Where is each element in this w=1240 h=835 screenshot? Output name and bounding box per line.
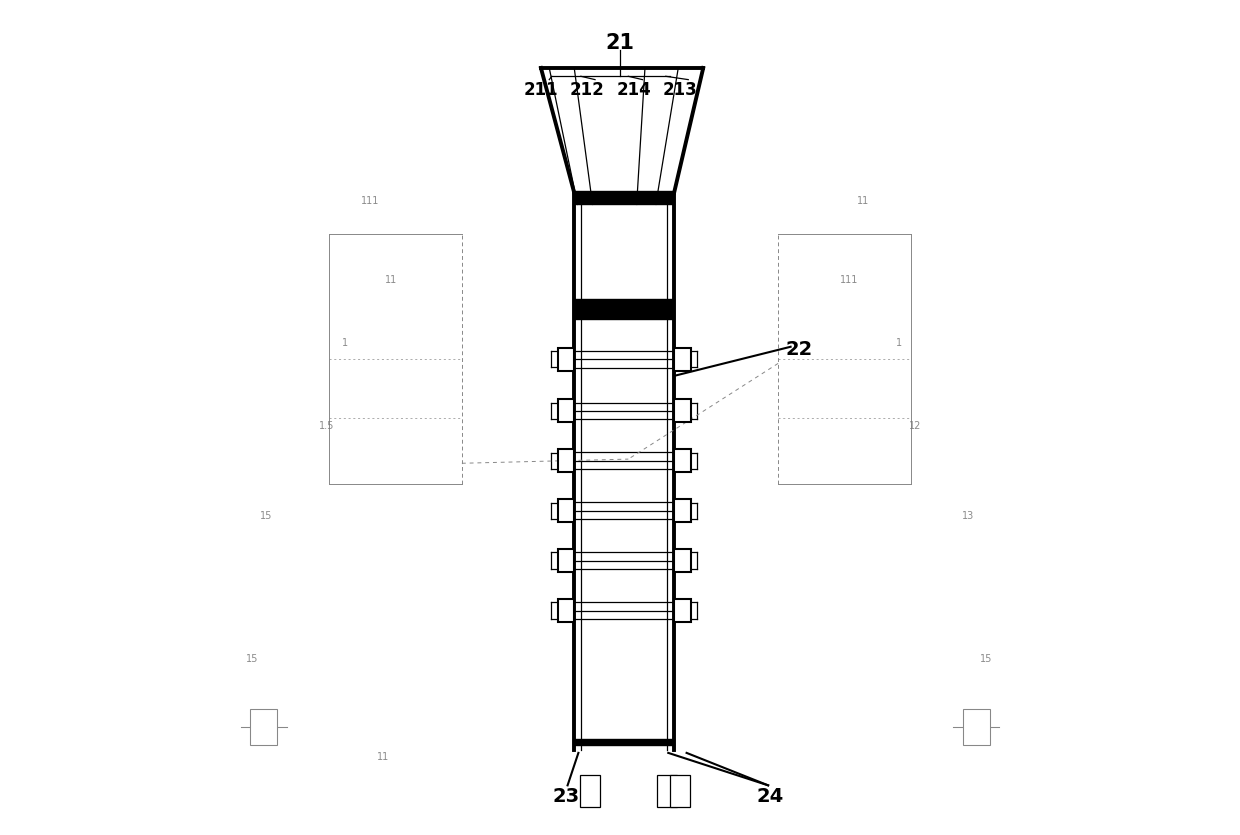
Text: 15: 15	[260, 511, 273, 521]
Bar	[558, 499, 574, 523]
Text: 211: 211	[523, 82, 558, 99]
Text: 1: 1	[342, 337, 348, 347]
Text: 212: 212	[569, 82, 604, 99]
Text: 11: 11	[377, 752, 389, 762]
Text: 21: 21	[605, 33, 635, 53]
Text: 13: 13	[962, 511, 973, 521]
Text: 111: 111	[839, 276, 858, 286]
Text: 1: 1	[895, 337, 901, 347]
Bar	[675, 549, 691, 572]
Text: 111: 111	[361, 196, 379, 206]
Text: 214: 214	[616, 82, 651, 99]
Bar	[675, 399, 691, 423]
Bar	[675, 449, 691, 473]
Text: 11: 11	[857, 196, 869, 206]
Text: 11: 11	[384, 276, 397, 286]
Bar	[558, 347, 574, 371]
Bar	[675, 499, 691, 523]
Bar	[675, 347, 691, 371]
Bar	[250, 709, 277, 746]
Text: 15: 15	[980, 654, 992, 664]
Text: 24: 24	[756, 787, 784, 806]
Text: 213: 213	[662, 82, 697, 99]
Bar	[963, 709, 990, 746]
Text: 22: 22	[785, 340, 812, 359]
Text: 15: 15	[246, 654, 258, 664]
Text: 1.5: 1.5	[320, 421, 335, 431]
Bar	[558, 399, 574, 423]
Bar	[670, 776, 689, 807]
Bar	[657, 776, 677, 807]
Bar	[675, 599, 691, 622]
Bar	[558, 599, 574, 622]
Bar	[558, 449, 574, 473]
Text: 12: 12	[909, 421, 921, 431]
Bar	[558, 549, 574, 572]
Bar	[580, 776, 600, 807]
Text: 23: 23	[552, 787, 579, 806]
